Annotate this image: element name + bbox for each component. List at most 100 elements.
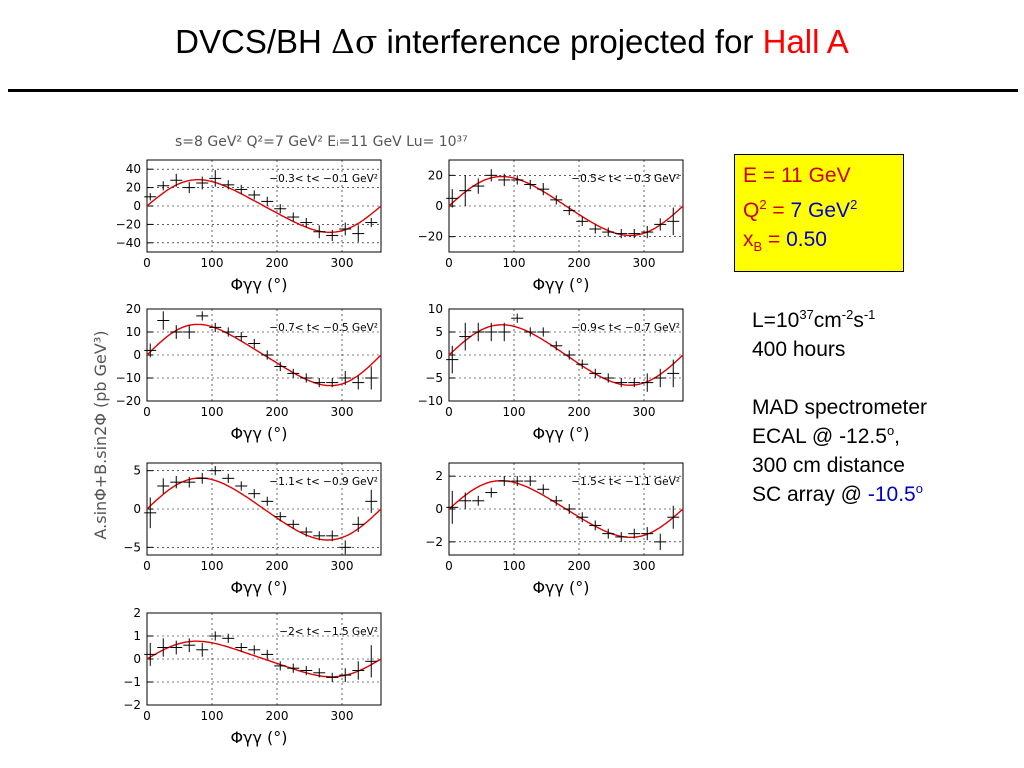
xb-value: 0.50 <box>786 228 827 251</box>
y-tick-label: −5 <box>123 540 141 554</box>
spacer <box>752 364 927 393</box>
x-tick-label: 200 <box>266 256 289 270</box>
x-tick-label: 0 <box>143 709 151 723</box>
y-tick-label: −20 <box>418 230 443 244</box>
x-tick-label: 0 <box>445 256 453 270</box>
t-range-label: −0.9< t< −0.7 GeV² <box>571 322 680 334</box>
x-tick-label: 100 <box>503 559 526 573</box>
y-tick-label: 5 <box>133 464 141 478</box>
t-range-label: −2< t< −1.5 GeV² <box>279 626 378 638</box>
x-axis-title: Φγγ (°) <box>230 728 287 747</box>
y-tick-label: −10 <box>418 394 443 408</box>
title-highlight: Hall A <box>762 23 849 60</box>
y-tick-label: 20 <box>126 181 141 195</box>
lumi-unit1: cm <box>813 309 842 332</box>
q2-prefix: Q <box>743 199 760 222</box>
x-tick-label: 100 <box>503 256 526 270</box>
lumi-exp: 37 <box>799 307 814 322</box>
y-tick-label: 2 <box>435 469 443 483</box>
sc-array-line: SC array @ -10.5o <box>752 480 927 509</box>
x-tick-label: 0 <box>445 559 453 573</box>
y-tick-label: 0 <box>435 348 443 362</box>
x-tick-label: 300 <box>331 709 354 723</box>
y-tick-label: 40 <box>126 162 141 176</box>
x-axis-title: Φγγ (°) <box>230 578 287 597</box>
x-tick-label: 200 <box>568 559 591 573</box>
x-axis-title: Φγγ (°) <box>230 424 287 443</box>
plot-panel-7: 0 100 200 300 −2 −1 0 1 2 −2< t< −1.5 GeV² Φγγ (°) <box>123 606 382 747</box>
x-tick-label: 0 <box>143 405 151 419</box>
x-axis-title: Φγγ (°) <box>532 424 589 443</box>
lumi-unit1-exp: -2 <box>841 307 854 322</box>
q2-line: Q2 = 7 GeV2 <box>743 190 903 225</box>
x-tick-label: 100 <box>503 405 526 419</box>
lumi-unit2: s <box>853 309 864 332</box>
title-prefix: DVCS/BH <box>175 23 332 60</box>
x-tick-label: 300 <box>633 256 656 270</box>
plot-panel-1: 0 100 200 300 −40 −20 0 20 40 −0.3< t< −0.1 GeV² Φ… <box>116 159 382 294</box>
spectrometer-line: MAD spectrometer <box>752 396 928 419</box>
xb-eq: = <box>762 228 787 251</box>
y-tick-label: −20 <box>116 394 141 408</box>
hours-line: 400 hours <box>752 338 846 361</box>
t-range-label: −1.5< t< −1.1 GeV² <box>571 476 680 488</box>
x-tick-label: 300 <box>331 559 354 573</box>
x-tick-label: 0 <box>143 559 151 573</box>
t-range-label: −0.3< t< −0.1 GeV² <box>269 173 378 185</box>
x-tick-label: 200 <box>266 405 289 419</box>
x-axis-title: Φγγ (°) <box>532 578 589 597</box>
y-tick-label: −2 <box>425 535 443 549</box>
y-tick-label: 2 <box>133 606 141 620</box>
sc-prefix: SC array @ <box>752 483 868 506</box>
y-tick-label: 0 <box>435 199 443 213</box>
x-tick-label: 300 <box>331 256 354 270</box>
y-tick-label: −1 <box>123 675 141 689</box>
title-symbol: Δσ <box>331 22 378 61</box>
slide-title: DVCS/BH Δσ interference projected for Ha… <box>0 22 1024 61</box>
xb-prefix: x <box>743 228 754 251</box>
x-tick-label: 300 <box>633 559 656 573</box>
title-divider <box>8 89 1018 92</box>
lumi-base: L=10 <box>752 309 800 332</box>
x-tick-label: 100 <box>201 405 224 419</box>
t-range-label: −0.7< t< −0.5 GeV² <box>269 322 378 334</box>
fit-curve <box>146 477 382 541</box>
xb-line: xB = 0.50 <box>743 225 903 261</box>
x-tick-label: 200 <box>266 709 289 723</box>
y-tick-label: 20 <box>428 168 443 182</box>
y-tick-label: −20 <box>116 217 141 231</box>
x-tick-label: 0 <box>445 405 453 419</box>
y-tick-label: 1 <box>133 629 141 643</box>
x-tick-label: 100 <box>201 709 224 723</box>
y-tick-label: 0 <box>133 199 141 213</box>
params-box: E = 11 GeV Q2 = 7 GeV2 xB = 0.50 <box>734 154 904 272</box>
y-tick-label: 0 <box>133 652 141 666</box>
y-tick-label: 0 <box>435 502 443 516</box>
y-tick-label: −2 <box>123 698 141 712</box>
y-axis-title: A.sinΦ+B.sin2Φ (pb GeV³) <box>91 331 110 540</box>
t-range-label: −0.5< t< −0.3 GeV² <box>571 173 680 185</box>
run-info: L=1037cm-2s-1 400 hours MAD spectrometer… <box>752 306 927 509</box>
sc-sup: o <box>915 481 923 496</box>
y-tick-label: 0 <box>133 348 141 362</box>
x-axis-title: Φγγ (°) <box>230 275 287 294</box>
q2-eq: = <box>766 199 791 222</box>
fit-curve <box>448 175 684 237</box>
luminosity-line: L=1037cm-2s-1 <box>752 306 927 335</box>
x-tick-label: 300 <box>331 405 354 419</box>
xb-sub: B <box>753 239 763 255</box>
q2-value-sup: 2 <box>850 197 858 212</box>
title-mid: interference projected for <box>377 23 763 60</box>
x-tick-label: 200 <box>266 559 289 573</box>
x-tick-label: 0 <box>143 256 151 270</box>
x-tick-label: 100 <box>201 559 224 573</box>
x-tick-label: 100 <box>201 256 224 270</box>
x-axis-title: Φγγ (°) <box>532 275 589 294</box>
figure-header: s=8 GeV² Q²=7 GeV² Eᵢ=11 GeV Lu= 10³⁷ <box>175 134 468 150</box>
plot-panel-3: 0 100 200 300 −20 −10 0 10 20 −0.7< t< −0.5 GeV² Φ… <box>116 302 382 443</box>
y-tick-label: 10 <box>126 325 141 339</box>
